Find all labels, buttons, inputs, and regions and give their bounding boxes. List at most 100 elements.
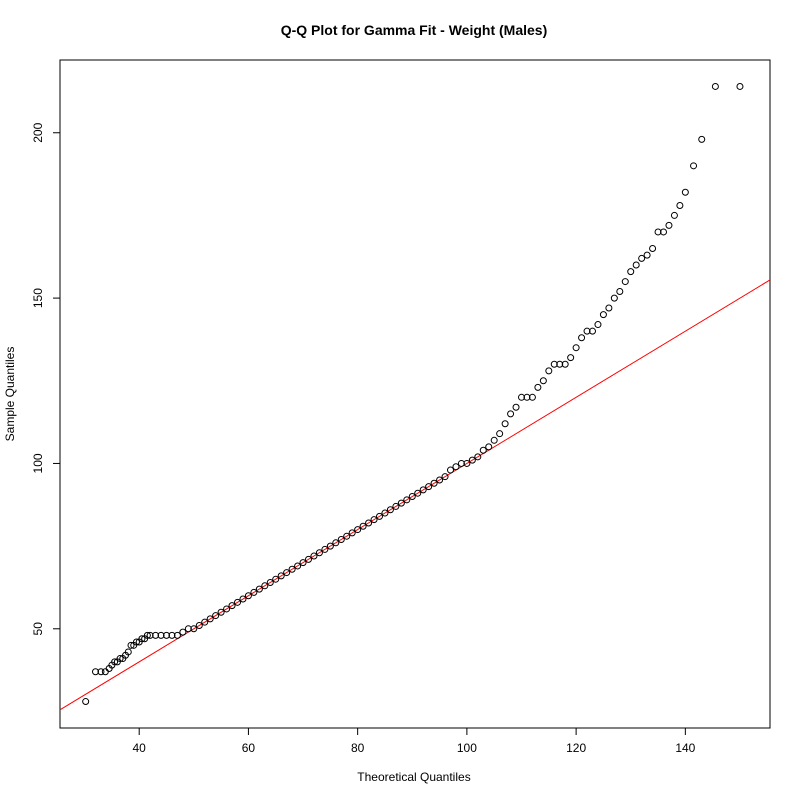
plot-frame <box>59 59 771 729</box>
data-point <box>534 383 542 391</box>
data-point <box>272 575 280 583</box>
data-point <box>698 135 706 143</box>
data-point <box>127 641 135 649</box>
data-point <box>354 526 362 534</box>
x-axis-label: Theoretical Quantiles <box>357 770 470 784</box>
data-point <box>457 459 465 467</box>
data-point <box>567 354 575 362</box>
data-point <box>550 360 558 368</box>
data-point <box>138 635 146 643</box>
data-point <box>157 631 165 639</box>
y-tick-label: 100 <box>31 453 45 473</box>
data-point <box>179 628 187 636</box>
data-points <box>82 82 744 706</box>
data-point <box>501 420 509 428</box>
data-point <box>250 588 258 596</box>
data-point <box>111 658 119 666</box>
data-point <box>676 202 684 210</box>
data-point <box>711 82 719 90</box>
x-axis: 40 60 80 100 120 140 <box>133 728 696 755</box>
data-point <box>223 605 231 613</box>
data-point <box>660 228 667 236</box>
data-point <box>496 430 504 438</box>
data-point <box>305 555 312 563</box>
data-point <box>201 618 209 626</box>
data-point <box>299 559 307 567</box>
data-point <box>294 562 302 570</box>
data-point <box>507 410 515 418</box>
data-point <box>146 631 154 639</box>
data-point <box>594 321 602 329</box>
data-point <box>572 344 580 352</box>
data-point <box>190 625 198 633</box>
data-point <box>283 569 291 577</box>
data-point <box>681 188 689 196</box>
data-point <box>359 522 367 530</box>
data-point <box>376 512 383 520</box>
data-point <box>419 486 427 494</box>
data-point <box>649 244 657 252</box>
data-point <box>348 529 356 537</box>
data-point <box>239 595 247 603</box>
data-point <box>326 542 334 550</box>
data-point <box>436 476 444 484</box>
data-point <box>414 489 422 497</box>
data-point <box>430 479 438 487</box>
data-point <box>337 536 345 544</box>
y-tick-label: 150 <box>31 288 45 308</box>
data-point <box>234 598 241 606</box>
data-point <box>545 367 553 375</box>
data-point <box>654 228 662 236</box>
data-point <box>616 287 624 295</box>
data-point <box>670 211 678 219</box>
data-point <box>512 403 520 411</box>
data-point <box>528 393 536 401</box>
data-point <box>97 668 105 676</box>
data-point <box>386 506 394 514</box>
data-point <box>397 499 405 507</box>
data-point <box>638 254 646 262</box>
data-point <box>643 251 651 259</box>
data-point <box>447 466 454 474</box>
data-point <box>589 327 596 335</box>
data-point <box>408 493 416 501</box>
data-point <box>523 393 531 401</box>
data-point <box>485 443 493 451</box>
data-point <box>244 592 252 600</box>
data-point <box>184 625 192 633</box>
data-point <box>321 545 329 553</box>
data-point <box>468 456 476 464</box>
data-point <box>392 502 400 510</box>
x-tick-label: 40 <box>133 741 147 755</box>
data-point <box>92 668 99 676</box>
data-point <box>365 519 373 527</box>
y-axis-label: Sample Quantiles <box>3 347 17 442</box>
data-point <box>578 334 586 342</box>
data-point <box>132 638 140 646</box>
data-point <box>425 483 433 491</box>
x-tick-label: 140 <box>675 741 695 755</box>
data-point <box>168 631 176 639</box>
data-point <box>556 360 564 368</box>
data-point <box>736 82 744 90</box>
data-point <box>212 612 220 620</box>
data-point <box>228 602 236 610</box>
data-point <box>370 516 378 524</box>
x-tick-label: 60 <box>242 741 256 755</box>
x-tick-label: 120 <box>566 741 586 755</box>
data-point <box>277 572 285 580</box>
data-point <box>101 668 109 676</box>
data-point <box>261 582 269 590</box>
data-point <box>627 268 635 276</box>
data-point <box>124 648 132 656</box>
data-point <box>610 294 618 302</box>
data-point <box>561 360 569 368</box>
y-axis: 50 100 150 200 <box>31 122 60 635</box>
data-point <box>518 393 525 401</box>
data-point <box>152 631 160 639</box>
data-point <box>163 631 170 639</box>
data-point <box>479 446 487 454</box>
data-point <box>195 621 203 629</box>
data-point <box>255 585 263 593</box>
